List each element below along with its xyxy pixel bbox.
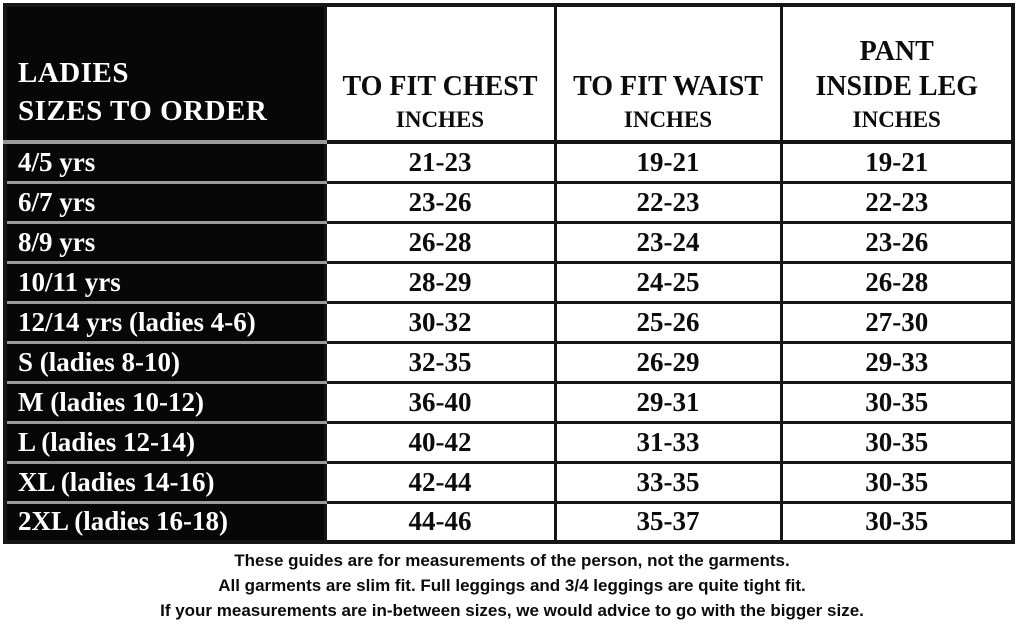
column-header-chest-unit: INCHES xyxy=(395,107,485,132)
size-chart-table: LADIES SIZES TO ORDER TO FIT CHEST INCHE… xyxy=(3,3,1015,544)
table-row: L (ladies 12-14) 40-42 31-33 30-35 xyxy=(3,420,1015,464)
inside-leg-cell: 29-33 xyxy=(779,340,1015,384)
column-header-inside-leg-title: INSIDE LEG xyxy=(815,71,979,102)
footer-note-line: All garments are slim fit. Full leggings… xyxy=(218,576,806,595)
waist-cell: 31-33 xyxy=(553,420,783,464)
corner-header-line1: LADIES xyxy=(18,57,129,89)
inside-leg-cell: 27-30 xyxy=(779,300,1015,344)
inside-leg-cell: 22-23 xyxy=(779,180,1015,224)
waist-cell: 22-23 xyxy=(553,180,783,224)
table-row: 12/14 yrs (ladies 4-6) 30-32 25-26 27-30 xyxy=(3,300,1015,344)
size-cell: 10/11 yrs xyxy=(3,260,327,304)
waist-cell: 29-31 xyxy=(553,380,783,424)
chest-cell: 32-35 xyxy=(323,340,557,384)
column-header-waist-unit: INCHES xyxy=(623,107,713,132)
table-row: 4/5 yrs 21-23 19-21 19-21 xyxy=(3,140,1015,184)
chest-cell: 42-44 xyxy=(323,460,557,504)
inside-leg-cell: 30-35 xyxy=(779,380,1015,424)
column-header-waist-title: TO FIT WAIST xyxy=(573,71,763,102)
size-cell: 2XL (ladies 16-18) xyxy=(3,500,327,544)
size-cell: XL (ladies 14-16) xyxy=(3,460,327,504)
corner-header-cell: LADIES SIZES TO ORDER xyxy=(3,3,327,144)
inside-leg-cell: 30-35 xyxy=(779,460,1015,504)
inside-leg-cell: 26-28 xyxy=(779,260,1015,304)
column-header-inside-leg-unit: INCHES xyxy=(852,107,941,132)
chest-cell: 23-26 xyxy=(323,180,557,224)
chest-cell: 26-28 xyxy=(323,220,557,264)
footer-note-line: These guides are for measurements of the… xyxy=(234,551,790,570)
table-row: 2XL (ladies 16-18) 44-46 35-37 30-35 xyxy=(3,500,1015,544)
table-row: 10/11 yrs 28-29 24-25 26-28 xyxy=(3,260,1015,304)
column-header-waist: TO FIT WAIST INCHES xyxy=(553,3,783,144)
table-row: 6/7 yrs 23-26 22-23 22-23 xyxy=(3,180,1015,224)
inside-leg-cell: 23-26 xyxy=(779,220,1015,264)
size-cell: 4/5 yrs xyxy=(3,140,327,184)
chest-cell: 44-46 xyxy=(323,500,557,544)
size-cell: L (ladies 12-14) xyxy=(3,420,327,464)
table-row: M (ladies 10-12) 36-40 29-31 30-35 xyxy=(3,380,1015,424)
size-cell: 8/9 yrs xyxy=(3,220,327,264)
chest-cell: 21-23 xyxy=(323,140,557,184)
chest-cell: 36-40 xyxy=(323,380,557,424)
waist-cell: 23-24 xyxy=(553,220,783,264)
waist-cell: 24-25 xyxy=(553,260,783,304)
waist-cell: 35-37 xyxy=(553,500,783,544)
inside-leg-cell: 30-35 xyxy=(779,500,1015,544)
size-cell: 12/14 yrs (ladies 4-6) xyxy=(3,300,327,344)
footer-note-line: If your measurements are in-between size… xyxy=(160,601,864,620)
inside-leg-cell: 19-21 xyxy=(779,140,1015,184)
header-row: LADIES SIZES TO ORDER TO FIT CHEST INCHE… xyxy=(3,3,1015,144)
corner-header-line2: SIZES TO ORDER xyxy=(18,95,268,127)
column-header-chest: TO FIT CHEST INCHES xyxy=(323,3,557,144)
table-row: XL (ladies 14-16) 42-44 33-35 30-35 xyxy=(3,460,1015,504)
chest-cell: 28-29 xyxy=(323,260,557,304)
footer-notes: These guides are for measurements of the… xyxy=(0,548,1024,623)
column-header-inside-leg-top: PANT xyxy=(859,36,934,67)
table-row: 8/9 yrs 26-28 23-24 23-26 xyxy=(3,220,1015,264)
inside-leg-cell: 30-35 xyxy=(779,420,1015,464)
waist-cell: 25-26 xyxy=(553,300,783,344)
size-cell: M (ladies 10-12) xyxy=(3,380,327,424)
column-header-inside-leg: PANT INSIDE LEG INCHES xyxy=(779,3,1015,144)
waist-cell: 33-35 xyxy=(553,460,783,504)
chest-cell: 30-32 xyxy=(323,300,557,344)
size-cell: 6/7 yrs xyxy=(3,180,327,224)
waist-cell: 19-21 xyxy=(553,140,783,184)
chest-cell: 40-42 xyxy=(323,420,557,464)
size-cell: S (ladies 8-10) xyxy=(3,340,327,384)
waist-cell: 26-29 xyxy=(553,340,783,384)
column-header-chest-title: TO FIT CHEST xyxy=(342,71,538,102)
table-row: S (ladies 8-10) 32-35 26-29 29-33 xyxy=(3,340,1015,384)
